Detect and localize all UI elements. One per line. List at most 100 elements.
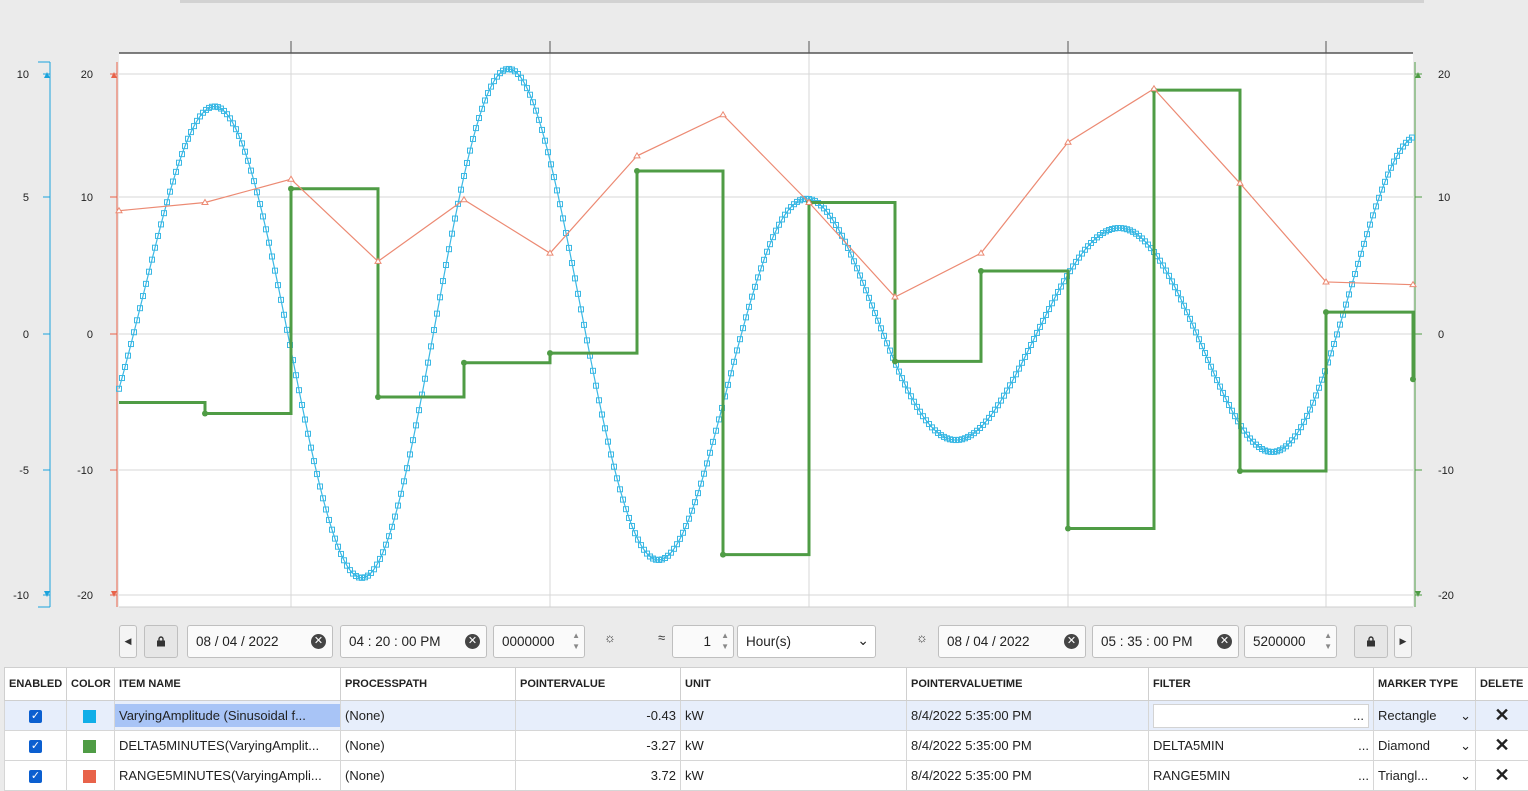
data-point — [720, 552, 726, 558]
column-header[interactable]: MARKER TYPE — [1374, 668, 1476, 701]
table-row[interactable]: ✓ DELTA5MINUTES(VaryingAmplit... (None) … — [5, 731, 1528, 761]
right-axis-tick-label: 20 — [1438, 69, 1450, 81]
spinner-icon[interactable]: ▲▼ — [1324, 630, 1332, 652]
left-inner-axis-tick-label: -10 — [77, 465, 93, 477]
chevron-down-icon: ⌄ — [1460, 738, 1471, 754]
end-time-input[interactable]: 05 : 35 : 00 PM ✕ — [1092, 625, 1239, 658]
column-header[interactable]: PROCESSPATH — [341, 668, 516, 701]
data-point — [1237, 468, 1243, 474]
column-header[interactable]: POINTERVALUE — [516, 668, 681, 701]
color-swatch[interactable] — [83, 740, 96, 753]
marker-type-select[interactable]: Diamond⌄ — [1378, 738, 1471, 754]
start-ms-stepper[interactable]: 0000000 ▲▼ — [493, 625, 585, 658]
interval-value: 1 — [703, 634, 711, 649]
enabled-checkbox[interactable]: ✓ — [29, 710, 42, 723]
chevron-down-icon: ⌄ — [1460, 708, 1471, 724]
scroll-right-button[interactable]: ▶ — [1394, 625, 1412, 658]
lock-icon — [1366, 636, 1376, 647]
data-point — [1410, 376, 1416, 382]
scroll-left-button[interactable]: ◀ — [119, 625, 137, 658]
column-header[interactable]: DELETE — [1476, 668, 1528, 701]
data-point — [202, 410, 208, 416]
sun-icon: ☼ — [916, 630, 928, 645]
marker-type-select[interactable]: Triangl...⌄ — [1378, 768, 1471, 784]
left-outer-axis-tick-label: 10 — [17, 69, 29, 81]
more-icon[interactable]: ... — [1358, 768, 1369, 783]
delete-icon[interactable]: ✕ — [1476, 701, 1528, 731]
pointer-value-time: 8/4/2022 5:35:00 PM — [907, 731, 1149, 761]
unit: kW — [681, 731, 907, 761]
unit: kW — [681, 701, 907, 731]
item-name[interactable]: VaryingAmplitude (Sinusoidal f... — [115, 704, 340, 727]
clear-icon[interactable]: ✕ — [1064, 634, 1079, 649]
marker-type-select[interactable]: Rectangle ⌄ — [1378, 708, 1471, 724]
filter-input[interactable]: ... — [1153, 704, 1369, 728]
spinner-icon[interactable]: ▲▼ — [572, 630, 580, 652]
pointer-value-time: 8/4/2022 5:35:00 PM — [907, 701, 1149, 731]
delete-icon[interactable]: ✕ — [1476, 761, 1528, 791]
clear-icon[interactable]: ✕ — [465, 634, 480, 649]
pointer-value: -0.43 — [516, 701, 681, 731]
item-name[interactable]: RANGE5MINUTES(VaryingAmpli... — [115, 761, 341, 791]
end-lock-button[interactable] — [1354, 625, 1388, 658]
color-swatch[interactable] — [83, 710, 96, 723]
chevron-right-icon: ▶ — [1400, 636, 1407, 647]
column-header[interactable]: COLOR — [67, 668, 115, 701]
end-ms-value: 5200000 — [1253, 634, 1306, 649]
left-inner-axis-arrow-down — [111, 591, 117, 597]
interval-unit-select[interactable]: Hour(s) ⌄ — [737, 625, 876, 658]
clear-icon[interactable]: ✕ — [1217, 634, 1232, 649]
table-header-row: ENABLED COLOR ITEM NAME PROCESSPATH POIN… — [5, 668, 1528, 701]
approx-icon: ≈ — [658, 630, 665, 645]
item-name[interactable]: DELTA5MINUTES(VaryingAmplit... — [115, 731, 341, 761]
left-outer-axis-tick-label: 0 — [23, 329, 29, 341]
more-icon[interactable]: ... — [1353, 708, 1364, 723]
end-ms-stepper[interactable]: 5200000 ▲▼ — [1244, 625, 1337, 658]
spinner-icon[interactable]: ▲▼ — [721, 630, 729, 652]
left-outer-axis-tick-label: -5 — [19, 465, 29, 477]
interval-value-stepper[interactable]: 1 ▲▼ — [672, 625, 734, 658]
delete-icon[interactable]: ✕ — [1476, 731, 1528, 761]
filter-input[interactable]: DELTA5MIN... — [1153, 738, 1369, 753]
column-header[interactable]: ITEM NAME — [115, 668, 341, 701]
end-date-value: 08 / 04 / 2022 — [947, 634, 1030, 649]
enabled-checkbox[interactable]: ✓ — [29, 770, 42, 783]
right-axis-arrow-down — [1415, 591, 1421, 597]
table-row[interactable]: ✓ RANGE5MINUTES(VaryingAmpli... (None) 3… — [5, 761, 1528, 791]
column-header[interactable]: ENABLED — [5, 668, 67, 701]
filter-value: DELTA5MIN — [1153, 738, 1224, 753]
column-header[interactable]: POINTERVALUETIME — [907, 668, 1149, 701]
data-point — [634, 168, 640, 174]
pointer-value: 3.72 — [516, 761, 681, 791]
chevron-down-icon: ⌄ — [857, 632, 869, 649]
start-lock-button[interactable] — [144, 625, 178, 658]
marker-type-value: Rectangle — [1378, 708, 1437, 724]
column-header[interactable]: FILTER — [1149, 668, 1374, 701]
data-point — [288, 186, 294, 192]
plot-area — [119, 53, 1413, 607]
clear-icon[interactable]: ✕ — [311, 634, 326, 649]
data-point — [461, 360, 467, 366]
end-date-input[interactable]: 08 / 04 / 2022 ✕ — [938, 625, 1086, 658]
start-time-input[interactable]: 04 : 20 : 00 PM ✕ — [340, 625, 487, 658]
filter-input[interactable]: RANGE5MIN... — [1153, 768, 1369, 783]
start-date-input[interactable]: 08 / 04 / 2022 ✕ — [187, 625, 333, 658]
process-path: (None) — [341, 701, 516, 731]
data-point — [1323, 309, 1329, 315]
right-axis-tick-label: -10 — [1438, 465, 1454, 477]
process-path: (None) — [341, 761, 516, 791]
color-swatch[interactable] — [83, 770, 96, 783]
right-axis-arrow-up — [1415, 72, 1421, 78]
table-row[interactable]: ✓ VaryingAmplitude (Sinusoidal f... (Non… — [5, 701, 1528, 731]
chevron-down-icon: ⌄ — [1460, 768, 1471, 784]
enabled-checkbox[interactable]: ✓ — [29, 740, 42, 753]
data-point — [547, 350, 553, 356]
right-axis-tick-label: -20 — [1438, 590, 1454, 602]
chevron-left-icon: ◀ — [125, 636, 132, 647]
lock-icon — [156, 636, 166, 647]
left-outer-axis-arrow-down — [44, 591, 50, 597]
column-header[interactable]: UNIT — [681, 668, 907, 701]
filter-value: RANGE5MIN — [1153, 768, 1230, 783]
more-icon[interactable]: ... — [1358, 738, 1369, 753]
